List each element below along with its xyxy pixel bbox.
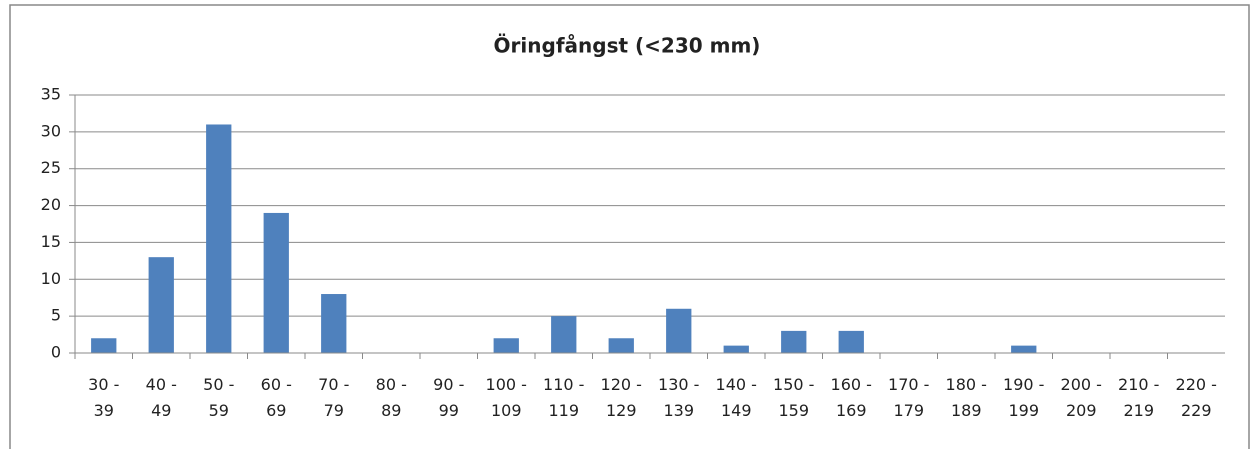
x-tick-label: 60 - 69: [260, 375, 292, 420]
x-tick-label: 110 - 119: [543, 375, 585, 420]
x-tick-label: 80 - 89: [375, 375, 407, 420]
y-tick-label: 35: [41, 85, 61, 104]
bar: [148, 257, 174, 353]
bar: [206, 124, 232, 353]
bar: [321, 294, 347, 353]
x-tick-label: 220 - 229: [1175, 375, 1217, 420]
x-tick-label: 210 - 219: [1118, 375, 1160, 420]
bar: [838, 330, 864, 353]
y-tick-label: 30: [41, 121, 61, 140]
x-tick-label: 150 - 159: [773, 375, 815, 420]
y-tick-label: 5: [51, 306, 61, 325]
bar: [723, 345, 749, 353]
bar: [1011, 345, 1037, 353]
chart-border: [9, 4, 1250, 449]
x-tick-label: 140 - 149: [715, 375, 757, 420]
x-tick-label: 70 - 79: [318, 375, 350, 420]
bar: [551, 316, 577, 353]
x-tick-label: 100 - 109: [485, 375, 527, 420]
x-tick-label: 170 - 179: [888, 375, 930, 420]
x-tick-label: 180 - 189: [945, 375, 987, 420]
x-tick-label: 40 - 49: [145, 375, 177, 420]
x-tick-label: 50 - 59: [203, 375, 235, 420]
bar: [666, 308, 692, 353]
bar: [91, 338, 117, 353]
bar: [493, 338, 519, 353]
x-tick-label: 130 - 139: [658, 375, 700, 420]
y-tick-label: 25: [41, 158, 61, 177]
y-tick-label: 20: [41, 195, 61, 214]
y-tick-label: 0: [51, 343, 61, 362]
x-tick-label: 160 - 169: [830, 375, 872, 420]
bar: [608, 338, 634, 353]
y-tick-label: 10: [41, 269, 61, 288]
x-tick-label: 190 - 199: [1003, 375, 1045, 420]
bar: [263, 212, 289, 353]
x-tick-label: 90 - 99: [433, 375, 465, 420]
bar: [781, 330, 807, 353]
x-tick-label: 120 - 129: [600, 375, 642, 420]
x-tick-label: 200 - 209: [1060, 375, 1102, 420]
y-tick-label: 15: [41, 232, 61, 251]
chart-title: Öringfångst (<230 mm): [494, 34, 761, 58]
x-tick-label: 30 - 39: [88, 375, 120, 420]
